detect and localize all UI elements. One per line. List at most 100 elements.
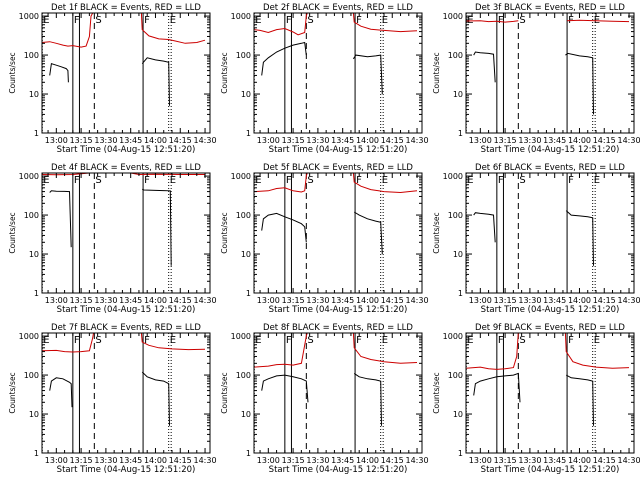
marker-label: S (95, 15, 101, 26)
y-tick-label: 1000 (19, 12, 39, 21)
x-tick-label: 13:00 (469, 456, 492, 465)
marker-label: F (356, 335, 362, 346)
y-tick-label: 10 (241, 90, 251, 99)
y-tick-label: 1000 (443, 332, 463, 341)
y-tick-label: 10 (29, 410, 39, 419)
x-tick-label: 13:15 (282, 136, 305, 145)
lld-series-line (254, 13, 308, 36)
x-tick-label: 13:30 (306, 456, 329, 465)
marker-label: F (74, 335, 80, 346)
events-series-line (141, 57, 170, 106)
y-tick-label: 1 (34, 129, 39, 138)
marker-label: F (144, 335, 150, 346)
x-tick-label: 14:00 (144, 456, 167, 465)
events-series-line (353, 211, 383, 255)
marker-label: F (286, 175, 292, 186)
events-series-line (565, 52, 594, 115)
x-tick-label: 13:00 (45, 296, 68, 305)
x-tick-label: 14:15 (381, 456, 404, 465)
x-axis-title: Start Time (04-Aug-15 12:51:20) (269, 305, 408, 315)
marker-label: E (43, 175, 49, 186)
marker-label: F (498, 15, 504, 26)
events-series-line (141, 371, 170, 426)
x-axis-title: Start Time (04-Aug-15 12:51:20) (57, 305, 196, 315)
x-tick-label: 13:30 (94, 136, 117, 145)
y-tick-label: 1 (246, 449, 251, 458)
y-tick-label: 100 (24, 211, 39, 220)
marker-label: F (286, 335, 292, 346)
panel-title: Det 1f BLACK = Events, RED = LLD (51, 3, 201, 13)
marker-label: S (95, 175, 101, 186)
marker-label: E (43, 335, 49, 346)
x-tick-label: 13:45 (543, 456, 566, 465)
x-tick-label: 14:00 (356, 456, 379, 465)
y-tick-label: 1000 (443, 12, 463, 21)
x-tick-label: 14:15 (169, 456, 192, 465)
x-axis-title: Start Time (04-Aug-15 12:51:20) (269, 465, 408, 475)
panel-title: Det 4f BLACK = Events, RED = LLD (51, 163, 201, 173)
y-tick-label: 10 (241, 410, 251, 419)
x-tick-label: 14:30 (618, 456, 640, 465)
plot-frame (465, 172, 635, 294)
marker-label: F (356, 175, 362, 186)
plot-frame (253, 172, 423, 294)
events-series-line (261, 374, 309, 403)
events-series-line (261, 212, 307, 243)
lld-series-line (352, 13, 418, 33)
x-tick-label: 13:30 (518, 456, 541, 465)
y-tick-label: 100 (24, 51, 39, 60)
marker-label: F (498, 175, 504, 186)
plot-frame (253, 12, 423, 134)
panel-title: Det 8f BLACK = Events, RED = LLD (263, 323, 413, 333)
y-axis-title: Counts/sec (8, 52, 17, 93)
marker-label: F (74, 15, 80, 26)
x-tick-label: 13:00 (257, 456, 280, 465)
lld-series-line (567, 19, 630, 23)
x-tick-label: 13:15 (282, 296, 305, 305)
x-tick-label: 14:00 (356, 296, 379, 305)
y-tick-label: 1000 (19, 172, 39, 181)
plot-frame (465, 12, 635, 134)
x-axis-title: Start Time (04-Aug-15 12:51:20) (57, 465, 196, 475)
y-axis-title: Counts/sec (8, 212, 17, 253)
marker-label: E (382, 15, 388, 26)
x-tick-label: 14:00 (356, 136, 379, 145)
x-tick-label: 13:30 (518, 136, 541, 145)
x-tick-label: 14:15 (593, 456, 616, 465)
x-tick-label: 13:00 (257, 136, 280, 145)
events-series-line (473, 372, 521, 403)
marker-label: E (255, 15, 261, 26)
x-tick-label: 14:15 (169, 296, 192, 305)
y-tick-label: 1 (246, 129, 251, 138)
marker-label: E (255, 175, 261, 186)
x-axis-title: Start Time (04-Aug-15 12:51:20) (57, 145, 196, 155)
x-tick-label: 14:30 (194, 456, 217, 465)
plot-frame (253, 332, 423, 454)
marker-label: F (498, 335, 504, 346)
y-tick-label: 100 (448, 371, 463, 380)
lld-series-line (140, 13, 206, 44)
events-series-line (565, 210, 594, 266)
y-axis-title: Counts/sec (432, 212, 441, 253)
y-tick-label: 1000 (231, 12, 251, 21)
x-tick-label: 13:30 (94, 456, 117, 465)
x-tick-label: 14:30 (406, 296, 429, 305)
marker-label: E (594, 335, 600, 346)
y-tick-label: 1 (458, 129, 463, 138)
panel-title: Det 7f BLACK = Events, RED = LLD (51, 323, 201, 333)
y-tick-label: 10 (241, 250, 251, 259)
panel-title: Det 6f BLACK = Events, RED = LLD (475, 163, 625, 173)
x-tick-label: 14:30 (406, 456, 429, 465)
marker-label: E (43, 15, 49, 26)
lld-series-line (352, 333, 418, 364)
marker-label: E (467, 175, 473, 186)
x-tick-label: 13:15 (282, 456, 305, 465)
x-tick-label: 13:45 (331, 296, 354, 305)
lld-series-line (254, 333, 308, 368)
x-tick-label: 13:45 (119, 456, 142, 465)
